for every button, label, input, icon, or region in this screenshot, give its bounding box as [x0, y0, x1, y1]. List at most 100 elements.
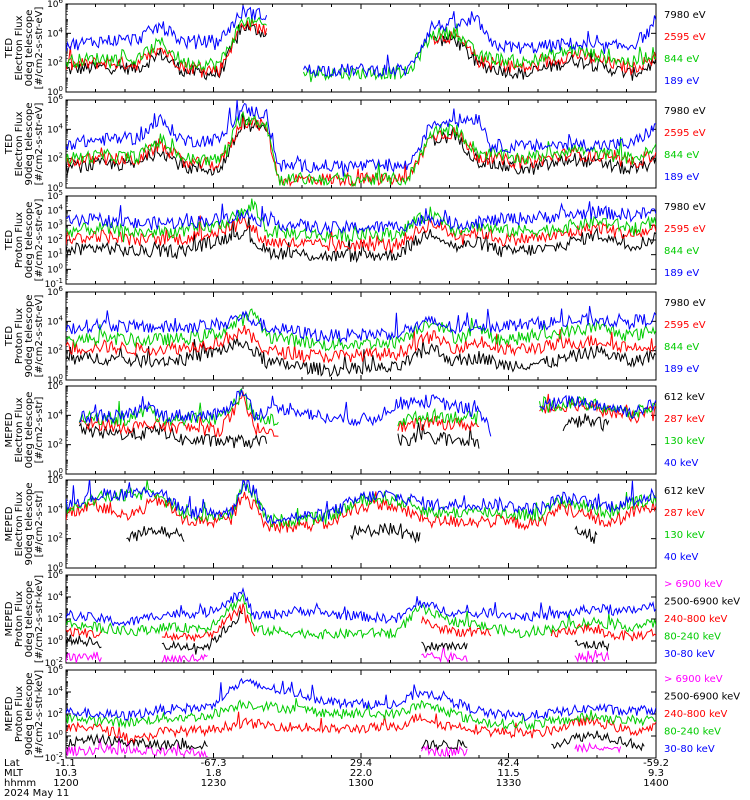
legend-entry: 40 keV	[664, 458, 698, 469]
y-tick-label: 100	[47, 467, 63, 480]
series-group	[66, 305, 656, 378]
time-axis-row-label: hhmm	[4, 778, 36, 789]
legend-entry: 612 keV	[664, 392, 705, 403]
y-tick-label: 101	[47, 248, 63, 261]
legend-entry: 30-80 keV	[664, 649, 715, 660]
time-axis-mlt-value: 9.3	[648, 768, 664, 779]
legend-entry: 7980 eV	[664, 298, 706, 309]
legend-entry: 80-240 keV	[664, 632, 721, 643]
y-tick-label: 106	[47, 379, 63, 392]
series-line-1	[66, 646, 610, 663]
y-tick-label: 106	[47, 285, 63, 298]
y-axis-label: MEPEDProton Flux0deg telescope[#/cm2-s-s…	[4, 575, 45, 663]
series-line-5	[66, 677, 656, 722]
series-line-3	[66, 111, 656, 188]
y-tick-label: 106	[47, 473, 63, 486]
series-group	[66, 5, 656, 83]
y-tick-label: 106	[47, 0, 63, 10]
time-axis-mlt-value: 22.0	[350, 768, 372, 779]
y-tick-label: 104	[47, 408, 63, 421]
legend-entry: 844 eV	[664, 246, 699, 257]
legend-entry: 287 keV	[664, 508, 705, 519]
time-axis-row-label: MLT	[4, 768, 24, 779]
y-tick-label: 103	[47, 218, 63, 231]
series-line-2	[66, 325, 656, 364]
legend-entry: 2595 eV	[664, 320, 706, 331]
legend-entry: 7980 eV	[664, 106, 706, 117]
y-tick-label: 102	[47, 438, 63, 451]
y-axis-label: MEPEDElectron Flux0deg telescope[#/cm2-s…	[4, 392, 45, 469]
series-line-2	[66, 215, 656, 255]
series-line-3	[66, 711, 656, 745]
series-line-3	[66, 603, 656, 642]
time-axis-mlt-value: 11.5	[497, 768, 519, 779]
legend-entry: 240-800 keV	[664, 709, 728, 720]
time-axis-row-label: 2024 May 11	[4, 788, 69, 799]
y-tick-label: 102	[47, 707, 63, 720]
y-tick-label: 100	[47, 561, 63, 574]
legend-entry: 80-240 keV	[664, 727, 721, 738]
y-tick-label: 104	[47, 314, 63, 327]
series-line-2	[66, 610, 610, 655]
legend-entry: 287 keV	[664, 414, 705, 425]
series-line-5	[66, 586, 656, 627]
y-tick-label: 106	[47, 663, 63, 676]
legend-entry: 130 keV	[664, 530, 705, 541]
y-tick-label: 102	[47, 532, 63, 545]
legend-entry: 240-800 keV	[664, 614, 728, 625]
y-tick-label: 102	[47, 56, 63, 69]
panel-frame	[65, 385, 657, 475]
legend-entry: 189 eV	[664, 172, 699, 183]
series-line-4	[66, 201, 656, 235]
legend-entry: 612 keV	[664, 486, 705, 497]
series-line-2	[66, 730, 645, 752]
time-axis-mlt-value: 10.3	[55, 768, 77, 779]
series-line-1	[66, 217, 656, 264]
legend-entry: 189 eV	[664, 364, 699, 375]
series-line-3	[66, 15, 656, 83]
series-line-4	[66, 698, 656, 731]
series-group	[66, 198, 656, 264]
series-line-1	[66, 337, 656, 378]
series-group	[66, 100, 656, 188]
y-tick-label: 102	[47, 152, 63, 165]
y-axis-label: TEDProton Flux0deg telescope[#/cm2-s-str…	[4, 199, 45, 282]
time-axis-mlt-value: 1.8	[206, 768, 222, 779]
y-tick-label: 104	[47, 590, 63, 603]
y-tick-label: 100	[47, 729, 63, 742]
series-line-4	[66, 5, 656, 79]
y-tick-label: 104	[47, 26, 63, 39]
legend-entry: 2500-6900 keV	[664, 691, 740, 702]
series-line-4	[66, 592, 656, 640]
y-tick-label: 100	[47, 181, 63, 194]
legend-entry: 844 eV	[664, 54, 699, 65]
series-line-3	[66, 308, 656, 352]
series-line-2	[66, 491, 656, 535]
series-line-1	[66, 111, 656, 177]
y-axis-label: MEPEDElectron Flux90deg telescope[#/cm2-…	[4, 482, 45, 565]
series-line-3	[66, 198, 656, 244]
series-line-4	[79, 389, 656, 437]
series-line-1	[78, 413, 610, 449]
time-axis-hhmm-value: 1400	[643, 778, 668, 789]
series-line-4	[66, 305, 656, 344]
legend-entry: 189 eV	[664, 268, 699, 279]
time-axis-hhmm-value: 1300	[348, 778, 373, 789]
y-tick-label: 100	[47, 634, 63, 647]
y-tick-label: 104	[47, 122, 63, 135]
y-tick-label: 106	[47, 93, 63, 106]
y-tick-label: 105	[47, 189, 63, 202]
legend-entry: 2595 eV	[664, 32, 706, 43]
time-axis-hhmm-value: 1330	[496, 778, 521, 789]
series-line-4	[66, 100, 656, 177]
y-axis-label: MEPEDProton Flux90deg telescope[#/cm2-s-…	[4, 670, 45, 758]
series-line-1	[126, 523, 598, 544]
y-tick-label: 104	[47, 204, 63, 217]
legend-entry: 40 keV	[664, 552, 698, 563]
legend-entry: 2500-6900 keV	[664, 596, 740, 607]
legend-entry: 2595 eV	[664, 128, 706, 139]
